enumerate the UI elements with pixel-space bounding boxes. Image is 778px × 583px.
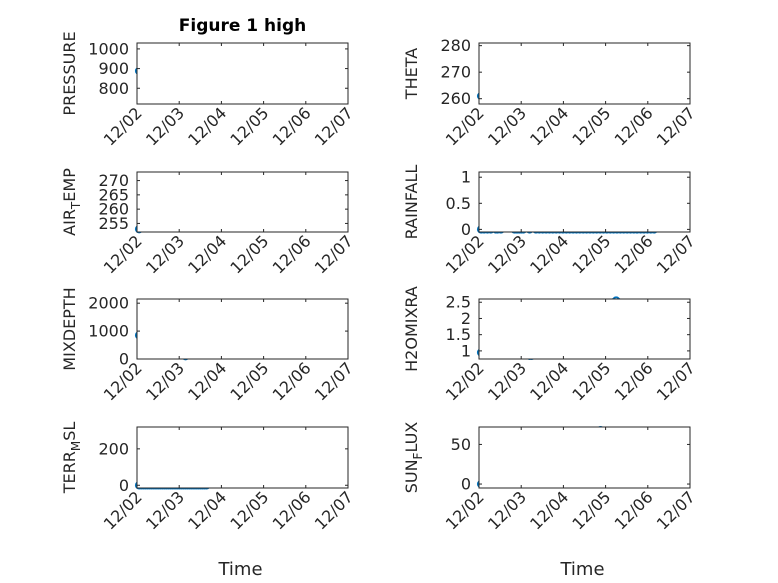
y-tick-label: 2000 bbox=[88, 294, 129, 313]
y-tick-label: 1000 bbox=[88, 39, 129, 58]
x-tick-label: 12/03 bbox=[484, 487, 530, 533]
x-tick-label: 12/07 bbox=[311, 103, 357, 149]
y-axis-label: H2OMIXRA bbox=[402, 286, 421, 372]
x-tick-label: 12/06 bbox=[611, 231, 657, 277]
x-tick-label: 12/04 bbox=[184, 231, 230, 277]
x-tick-label: 12/03 bbox=[484, 103, 530, 149]
x-tick-label: 12/07 bbox=[311, 231, 357, 277]
y-axis-label: TERRMSL bbox=[60, 422, 83, 495]
y-axis-label: RAINFALL bbox=[402, 165, 421, 240]
y-tick-label: 270 bbox=[98, 171, 129, 190]
axes-frame bbox=[478, 42, 691, 105]
y-tick-label: 255 bbox=[98, 214, 129, 233]
x-tick-label: 12/06 bbox=[611, 103, 657, 149]
axes-frame bbox=[136, 426, 349, 489]
x-tick-label: 12/05 bbox=[568, 487, 614, 533]
x-tick-label: 12/05 bbox=[568, 103, 614, 149]
x-tick-label: 12/07 bbox=[653, 358, 699, 404]
y-tick-label: 1 bbox=[461, 341, 471, 360]
y-axis-label: AIRTEMP bbox=[60, 168, 83, 236]
y-axis-label: PRESSURE bbox=[60, 31, 79, 115]
axes-frame bbox=[136, 42, 349, 105]
y-axis-label: SUNFLUX bbox=[402, 422, 425, 494]
x-tick-label: 12/03 bbox=[142, 103, 188, 149]
x-tick-label: 12/04 bbox=[184, 487, 230, 533]
y-tick-label: 2 bbox=[461, 309, 471, 328]
subplot-rainfall: 12/0212/0312/0412/0512/0612/0700.51RAINF… bbox=[402, 165, 699, 278]
x-tick-label: 12/06 bbox=[269, 487, 315, 533]
x-tick-label: 12/04 bbox=[526, 231, 572, 277]
figure-title: Figure 1 high bbox=[179, 16, 307, 36]
y-tick-label: 2.5 bbox=[446, 293, 471, 312]
axes-frame bbox=[478, 171, 691, 233]
x-tick-label: 12/02 bbox=[100, 231, 146, 277]
x-tick-label: 12/03 bbox=[142, 231, 188, 277]
x-tick-label: 12/02 bbox=[442, 103, 488, 149]
y-axis-label: MIXDEPTH bbox=[60, 287, 79, 370]
y-tick-label: 50 bbox=[451, 435, 471, 454]
subplot-terr-msl: 12/0212/0312/0412/0512/0612/070200TERRMS… bbox=[60, 422, 357, 580]
x-tick-label: 12/02 bbox=[100, 103, 146, 149]
x-tick-label: 12/03 bbox=[484, 231, 530, 277]
y-tick-label: 0 bbox=[461, 220, 471, 239]
y-tick-label: 900 bbox=[98, 59, 129, 78]
y-tick-label: 0 bbox=[119, 476, 129, 495]
axes-frame bbox=[478, 298, 691, 360]
y-tick-label: 280 bbox=[440, 36, 471, 55]
y-axis-label: THETA bbox=[402, 48, 421, 100]
x-tick-label: 12/07 bbox=[653, 231, 699, 277]
x-tick-label: 12/05 bbox=[226, 487, 272, 533]
x-tick-label: 12/07 bbox=[653, 487, 699, 533]
y-tick-label: 200 bbox=[98, 439, 129, 458]
x-tick-label: 12/06 bbox=[269, 358, 315, 404]
axes-frame bbox=[136, 171, 349, 233]
x-tick-label: 12/04 bbox=[526, 103, 572, 149]
x-tick-label: 12/05 bbox=[568, 231, 614, 277]
x-tick-label: 12/07 bbox=[311, 358, 357, 404]
y-tick-label: 1000 bbox=[88, 322, 129, 341]
subplot-mixdepth: 12/0212/0312/0412/0512/0612/07010002000M… bbox=[60, 287, 357, 404]
y-tick-label: 0.5 bbox=[446, 194, 471, 213]
x-tick-label: 12/02 bbox=[442, 487, 488, 533]
y-tick-label: 260 bbox=[98, 200, 129, 219]
y-tick-label: 1.5 bbox=[446, 325, 471, 344]
axes-frame bbox=[478, 426, 691, 489]
x-tick-label: 12/06 bbox=[269, 231, 315, 277]
y-tick-label: 0 bbox=[461, 475, 471, 494]
axes-frame bbox=[136, 298, 349, 360]
y-tick-label: 1 bbox=[461, 168, 471, 187]
x-tick-label: 12/05 bbox=[226, 231, 272, 277]
y-tick-label: 260 bbox=[440, 89, 471, 108]
x-tick-label: 12/04 bbox=[526, 358, 572, 404]
x-tick-label: 12/02 bbox=[442, 358, 488, 404]
x-tick-label: 12/04 bbox=[184, 358, 230, 404]
x-tick-label: 12/04 bbox=[526, 487, 572, 533]
x-tick-label: 12/03 bbox=[484, 358, 530, 404]
x-tick-label: 12/06 bbox=[611, 358, 657, 404]
x-tick-label: 12/05 bbox=[226, 103, 272, 149]
x-tick-label: 12/03 bbox=[142, 487, 188, 533]
y-tick-label: 265 bbox=[98, 185, 129, 204]
y-tick-label: 800 bbox=[98, 79, 129, 98]
x-tick-label: 12/06 bbox=[269, 103, 315, 149]
x-tick-label: 12/07 bbox=[311, 487, 357, 533]
y-tick-label: 270 bbox=[440, 63, 471, 82]
y-tick-label: 0 bbox=[119, 350, 129, 369]
x-tick-label: 12/06 bbox=[611, 487, 657, 533]
x-tick-label: 12/04 bbox=[184, 103, 230, 149]
x-tick-label: 12/05 bbox=[568, 358, 614, 404]
x-tick-label: 12/07 bbox=[653, 103, 699, 149]
x-axis-label: Time bbox=[217, 559, 262, 580]
x-tick-label: 12/05 bbox=[226, 358, 272, 404]
x-tick-label: 12/03 bbox=[142, 358, 188, 404]
x-axis-label: Time bbox=[559, 559, 604, 580]
